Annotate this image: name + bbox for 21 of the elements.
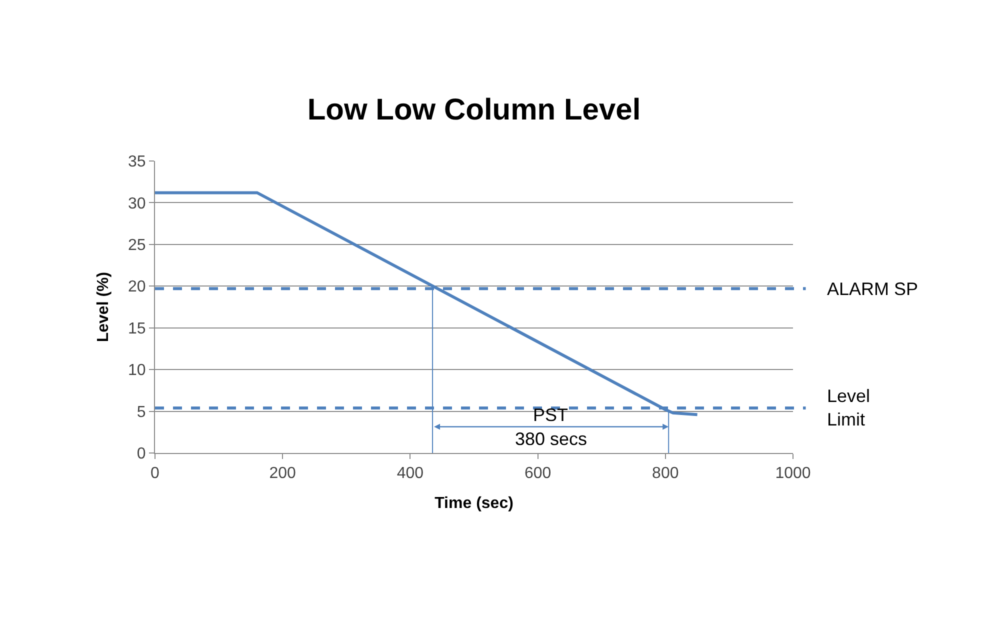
x-tick-label: 0 [150, 465, 160, 482]
annotation: PST [533, 405, 568, 425]
y-axis-title: Level (%) [94, 272, 112, 342]
ref-line-label: ALARM SP [827, 279, 918, 299]
y-tick-label: 5 [136, 404, 146, 421]
y-tick-label: 30 [128, 195, 146, 212]
y-tick-label: 20 [128, 278, 146, 296]
chart-title: Low Low Column Level [307, 94, 641, 127]
y-tick-label: 0 [136, 446, 146, 463]
x-tick-label: 200 [269, 465, 296, 482]
x-tick-label: 1000 [775, 465, 811, 482]
y-tick-label: 15 [128, 320, 146, 338]
y-tick-label: 10 [128, 362, 146, 380]
x-tick-label: 400 [396, 465, 424, 482]
y-tick-label: 25 [128, 237, 146, 254]
annotation: 380 secs [515, 429, 588, 449]
x-axis-title: Time (sec) [434, 494, 514, 512]
x-tick-label: 800 [652, 465, 679, 482]
ref-line-label: Level Limit [827, 386, 870, 430]
y-tick-label: 35 [128, 154, 146, 171]
x-tick-label: 600 [524, 465, 552, 482]
